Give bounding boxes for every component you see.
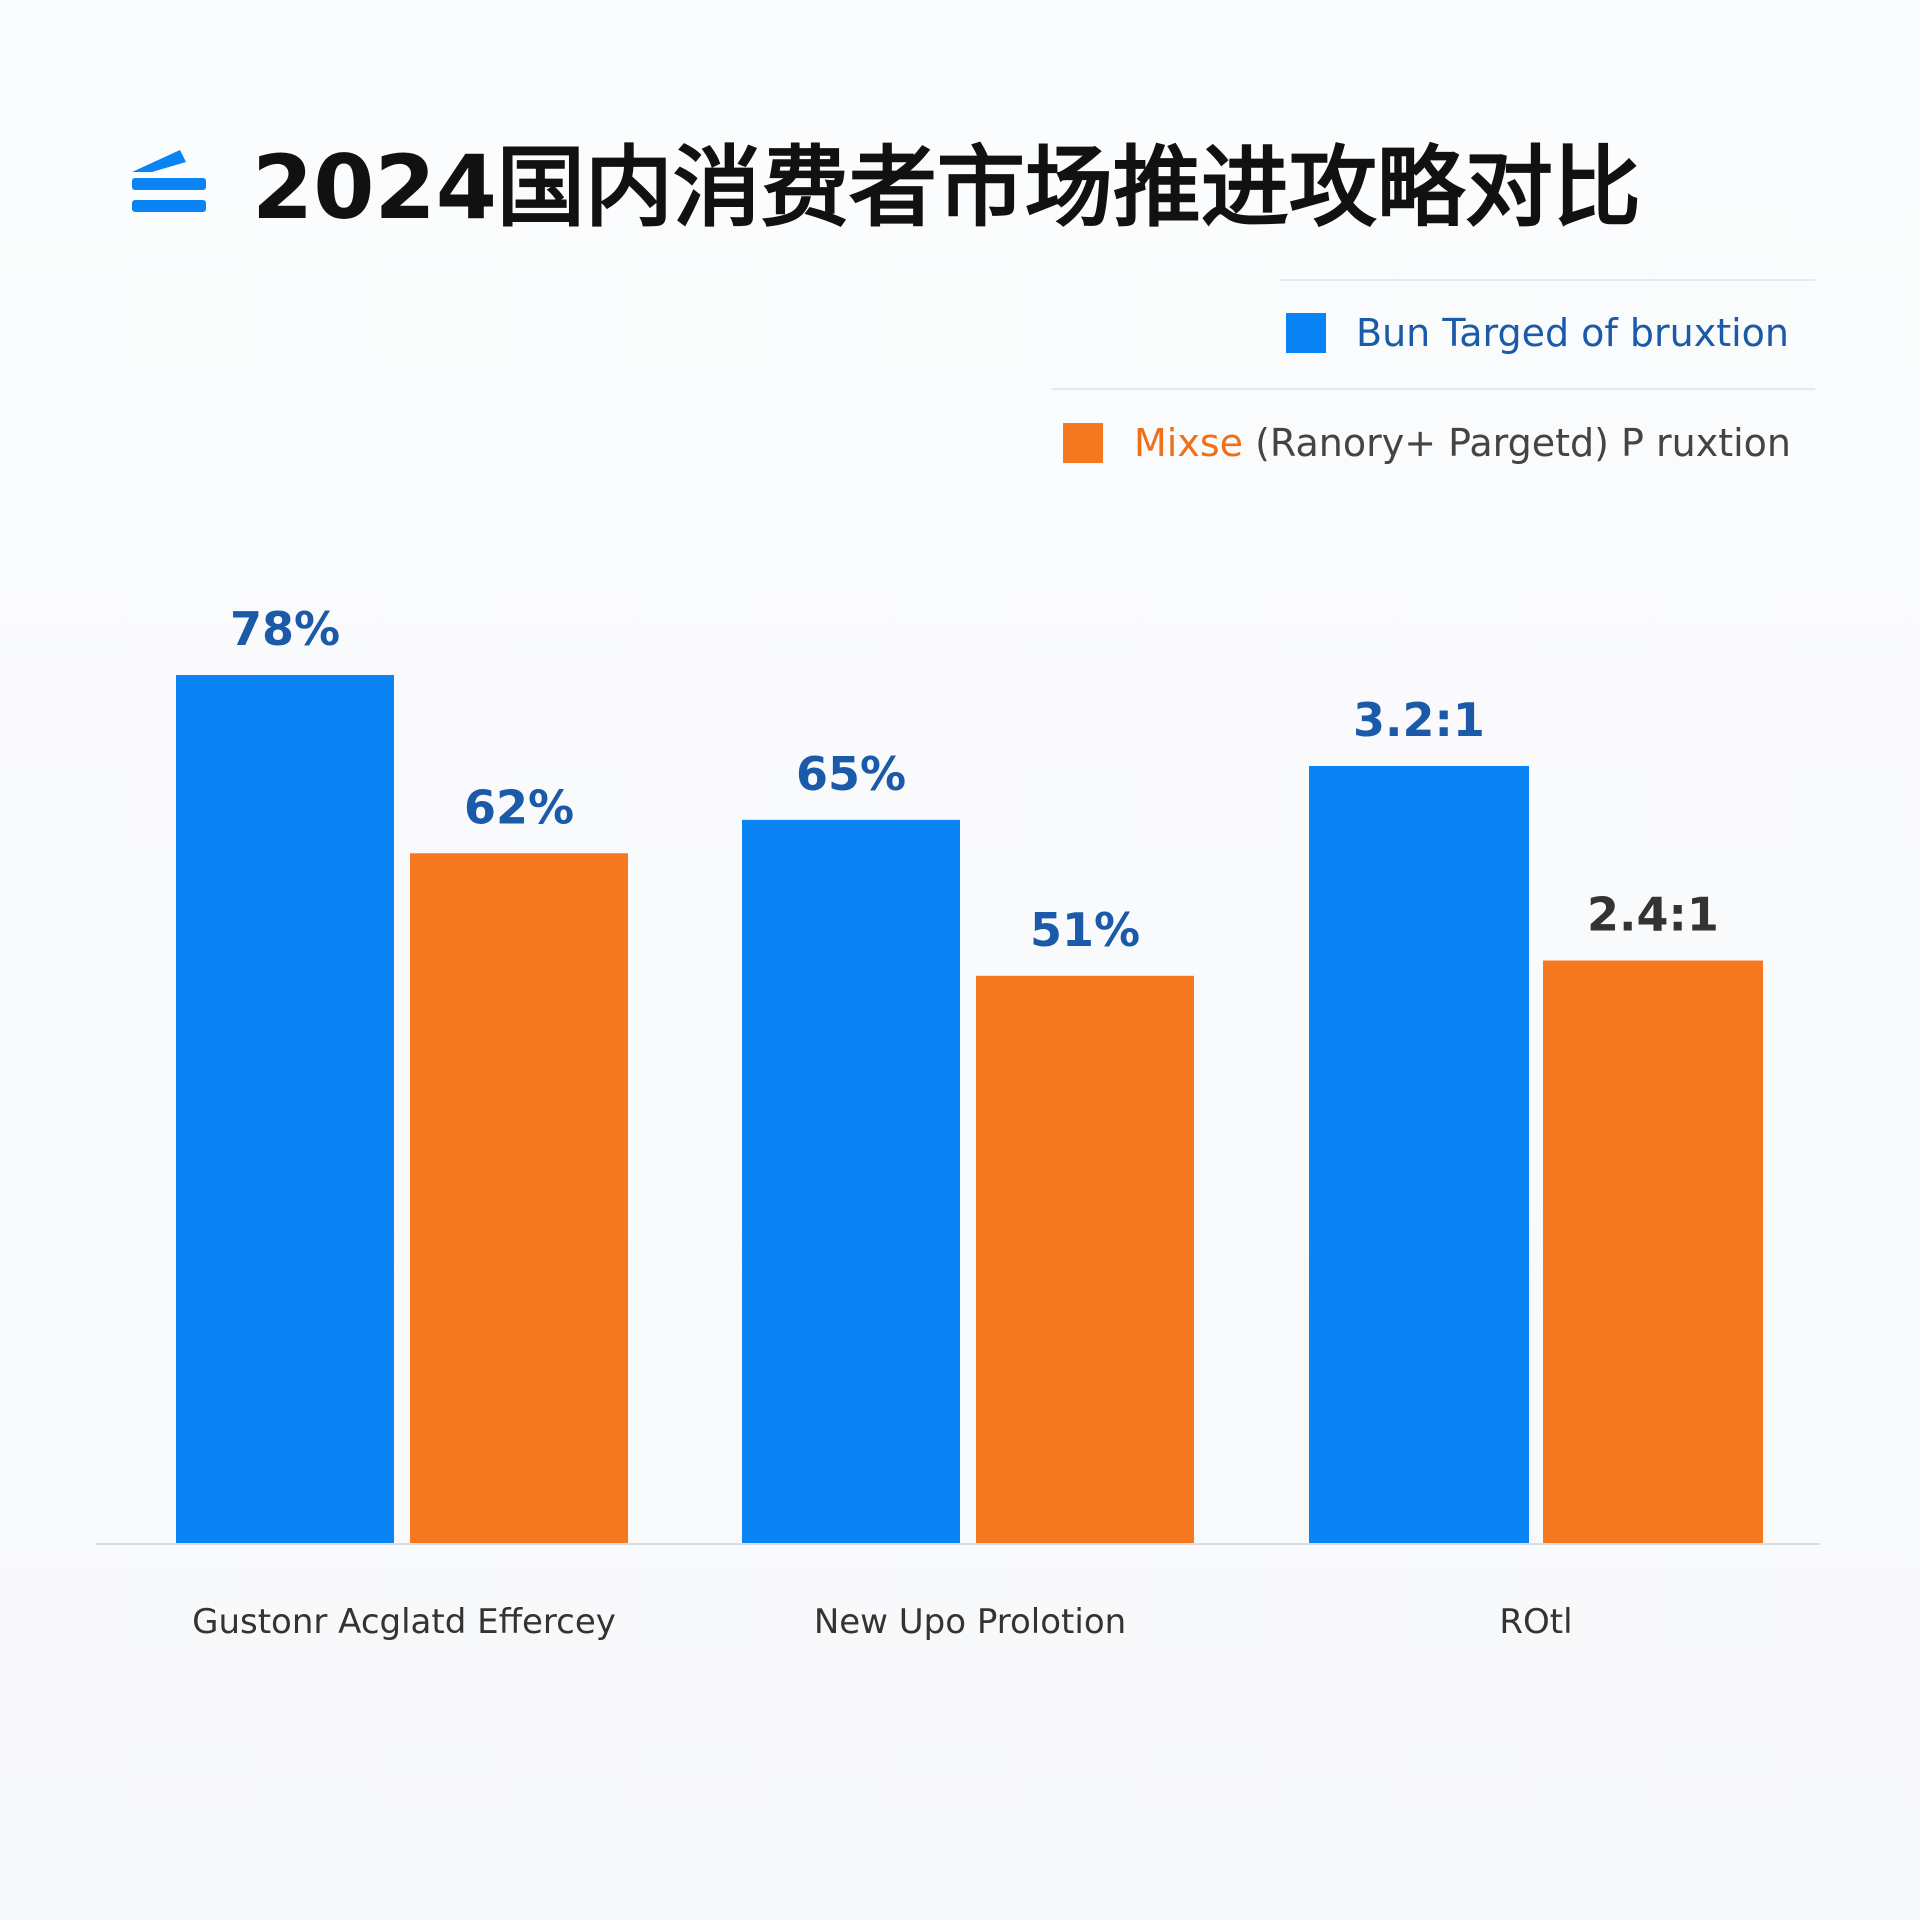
value-label-series-a-1: 65% (796, 747, 906, 801)
category-label-1: New Upo Prolotion (814, 1602, 1126, 1642)
legend-label-series-b: Mixse (Ranory+ Pargetd) P ruxtion (1134, 421, 1791, 465)
category-labels: Gustonr Acglatd Effercey New Upo Prolotio… (192, 1602, 1572, 1642)
bars-layer: 78% 62% 65% 51% 3.2:1 2.4:1 (176, 602, 1763, 1544)
layers-icon (132, 150, 206, 212)
bar-series-a-2 (1309, 766, 1529, 1544)
legend-label-series-a: Bun Targed of bruxtion (1356, 311, 1789, 355)
legend: Bun Targed of bruxtion Mixse (Ranory+ Pa… (1052, 279, 1815, 465)
bar-series-b-0 (410, 853, 628, 1544)
legend-label-series-b-main: Mixse (1134, 421, 1243, 465)
legend-label-series-b-rest: (Ranory+ Pargetd) P ruxtion (1243, 421, 1791, 465)
value-label-series-b-0: 62% (464, 780, 574, 834)
bar-series-a-0 (176, 675, 394, 1544)
chart-title: 2024国内消费者市场推进攻略对比 (252, 136, 1641, 239)
category-label-2: ROtl (1499, 1602, 1572, 1642)
value-label-series-a-0: 78% (230, 602, 340, 656)
bar-series-a-1 (742, 819, 960, 1544)
bar-series-b-2 (1543, 960, 1763, 1544)
value-label-series-a-2: 3.2:1 (1353, 693, 1485, 747)
value-label-series-b-2: 2.4:1 (1587, 888, 1719, 942)
bar-series-b-1 (976, 975, 1194, 1544)
legend-swatch-series-a (1286, 313, 1326, 353)
value-label-series-b-1: 51% (1030, 903, 1140, 957)
category-label-0: Gustonr Acglatd Effercey (192, 1602, 616, 1642)
legend-swatch-series-b (1063, 423, 1103, 463)
